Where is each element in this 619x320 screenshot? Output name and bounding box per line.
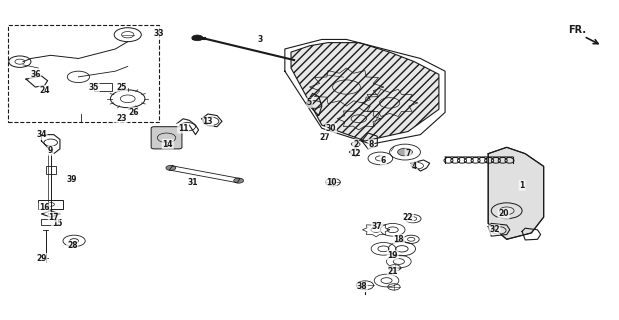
Text: 5: 5 — [307, 99, 312, 108]
Text: 12: 12 — [350, 149, 361, 158]
Text: 4: 4 — [412, 162, 417, 171]
Bar — [7, 25, 158, 122]
Text: 7: 7 — [405, 149, 411, 158]
Bar — [41, 219, 60, 225]
Text: 29: 29 — [36, 254, 46, 263]
Bar — [46, 166, 56, 174]
Text: 27: 27 — [319, 133, 330, 142]
FancyBboxPatch shape — [151, 127, 182, 149]
Circle shape — [397, 148, 412, 156]
Text: 22: 22 — [403, 212, 413, 222]
Text: 37: 37 — [372, 222, 383, 231]
Text: 2: 2 — [353, 140, 358, 148]
Text: 21: 21 — [387, 267, 398, 276]
Text: 16: 16 — [39, 203, 50, 212]
Text: 20: 20 — [498, 209, 509, 219]
Text: 25: 25 — [116, 83, 127, 92]
Bar — [38, 200, 63, 209]
Text: FR.: FR. — [569, 25, 587, 35]
Text: 28: 28 — [67, 241, 77, 250]
Text: 35: 35 — [89, 83, 99, 92]
Circle shape — [192, 35, 203, 41]
Text: 33: 33 — [154, 28, 164, 38]
Text: 15: 15 — [51, 219, 62, 228]
Text: 19: 19 — [387, 251, 398, 260]
Text: 8: 8 — [368, 140, 374, 148]
Polygon shape — [291, 43, 439, 141]
Bar — [94, 83, 112, 91]
Text: 6: 6 — [381, 156, 386, 164]
Text: 13: 13 — [202, 117, 213, 126]
Text: 23: 23 — [116, 114, 127, 123]
Text: 26: 26 — [129, 108, 139, 117]
Text: 18: 18 — [394, 235, 404, 244]
Text: 3: 3 — [258, 35, 263, 44]
Text: 1: 1 — [519, 181, 525, 190]
Circle shape — [234, 178, 243, 183]
Polygon shape — [488, 147, 543, 239]
Text: 36: 36 — [30, 70, 40, 79]
Text: 14: 14 — [163, 140, 173, 148]
Text: 9: 9 — [48, 146, 53, 155]
Text: 39: 39 — [67, 174, 77, 184]
Text: 17: 17 — [48, 212, 59, 222]
Circle shape — [166, 165, 176, 171]
Text: 11: 11 — [178, 124, 188, 133]
Text: 34: 34 — [36, 130, 46, 139]
Text: 32: 32 — [489, 225, 500, 234]
Text: 10: 10 — [326, 178, 336, 187]
Text: 31: 31 — [187, 178, 197, 187]
Text: 38: 38 — [357, 282, 367, 292]
Text: 24: 24 — [39, 86, 50, 95]
Text: 30: 30 — [326, 124, 336, 133]
